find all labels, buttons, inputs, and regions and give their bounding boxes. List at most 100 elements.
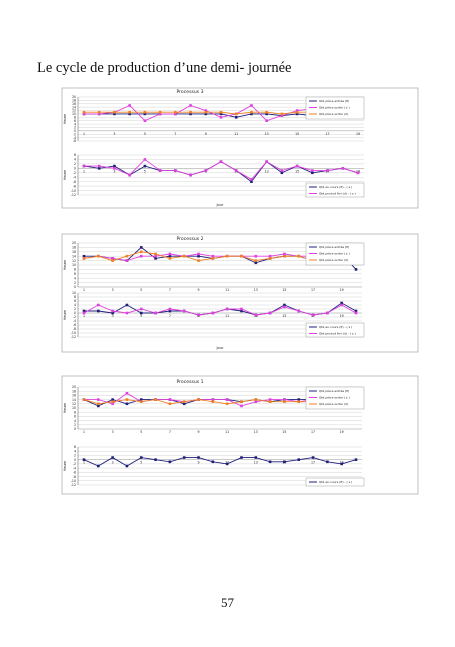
legend-label: Qté produit fini (d) - ( s ) <box>319 192 356 196</box>
data-point <box>158 169 162 172</box>
data-point <box>139 307 143 311</box>
y-tick-label: -12 <box>71 193 76 197</box>
data-point <box>280 169 284 172</box>
y-tick-label: -6 <box>73 180 76 184</box>
data-point <box>268 311 272 315</box>
x-tick-label: 19 <box>356 132 360 136</box>
data-point <box>250 112 253 116</box>
data-point <box>125 254 129 258</box>
x-tick-label: 5 <box>144 169 146 173</box>
series-1 <box>82 456 358 468</box>
x-tick-label: 5 <box>140 288 142 292</box>
data-point <box>250 104 253 107</box>
y-tick-label: 8 <box>74 268 76 272</box>
legend-label: Qté en-cours (E) - ( s ) <box>319 325 352 329</box>
data-point <box>283 305 286 309</box>
x-axis-label: Jour <box>215 203 224 207</box>
data-point <box>168 398 172 401</box>
x-tick-label: 13 <box>254 461 258 465</box>
x-tick-label: 13 <box>265 169 269 173</box>
x-tick-label: 11 <box>225 430 229 434</box>
data-point <box>113 167 116 170</box>
x-tick-label: 3 <box>112 288 114 292</box>
legend-label: Qté pièce sortie (d) <box>319 258 348 262</box>
legend-label: Qté pièce entrée (E) <box>319 99 349 103</box>
data-point <box>189 173 192 177</box>
data-point <box>204 110 208 114</box>
y-tick-label: 14 <box>72 254 76 258</box>
data-point <box>139 456 143 459</box>
x-tick-label: 3 <box>112 314 114 318</box>
data-point <box>128 104 131 107</box>
y-tick-label: -6 <box>73 471 76 475</box>
data-point <box>143 158 147 161</box>
y-tick-label: -2 <box>73 171 76 175</box>
x-tick-label: 9 <box>198 430 200 434</box>
x-tick-label: 17 <box>311 430 315 434</box>
data-point <box>82 257 86 260</box>
data-point <box>97 404 100 408</box>
y-tick-label: -2 <box>73 132 76 136</box>
data-point <box>211 311 215 315</box>
y-tick-label: 2 <box>74 126 76 130</box>
data-point <box>97 164 101 168</box>
data-point <box>189 110 192 114</box>
y-tick-label: -12 <box>71 483 76 487</box>
data-point <box>154 254 157 258</box>
data-point <box>125 311 129 315</box>
data-point <box>268 398 272 401</box>
y-axis-label: Heure <box>63 403 67 413</box>
data-point <box>197 259 200 262</box>
y-tick-label: 4 <box>74 158 76 162</box>
data-point <box>297 398 301 401</box>
y-tick-label: 2 <box>74 423 76 427</box>
data-point <box>139 246 143 249</box>
y-tick-label: -2 <box>73 315 76 319</box>
data-point <box>158 112 162 116</box>
data-point <box>219 160 223 163</box>
x-tick-label: 1 <box>83 169 85 173</box>
data-point <box>168 307 172 311</box>
legend-box <box>305 242 365 266</box>
data-point <box>354 311 358 315</box>
legend-label: Qté pièce sortie (d) <box>319 112 348 116</box>
data-point <box>254 254 258 258</box>
y-tick-label: -10 <box>71 189 76 193</box>
x-tick-label: 3 <box>113 169 115 173</box>
x-tick-label: 3 <box>112 461 114 465</box>
data-point <box>139 254 143 258</box>
data-point <box>182 309 186 313</box>
x-tick-label: 7 <box>169 430 171 434</box>
y-tick-label: 16 <box>72 250 76 254</box>
data-point <box>82 398 86 401</box>
legend-box <box>305 477 365 487</box>
data-point <box>225 307 229 311</box>
y-tick-label: -12 <box>71 335 76 339</box>
y-tick-label: 8 <box>74 410 76 414</box>
y-tick-label: 4 <box>74 122 76 126</box>
data-point <box>326 169 329 172</box>
data-point <box>225 398 229 401</box>
data-point <box>211 400 215 403</box>
data-point <box>143 112 147 116</box>
x-tick-label: 1 <box>83 288 85 292</box>
data-point <box>219 116 223 119</box>
y-tick-label: 6 <box>74 119 76 123</box>
y-tick-label: 2 <box>74 307 76 311</box>
y-tick-label: 2 <box>74 281 76 285</box>
legend-box <box>305 322 365 338</box>
x-tick-label: 1 <box>83 314 85 318</box>
y-tick-label: -8 <box>73 184 76 188</box>
y-tick-label: 4 <box>74 276 76 280</box>
data-point <box>356 171 360 175</box>
data-point <box>283 303 286 307</box>
x-tick-label: 5 <box>144 132 146 136</box>
data-point <box>143 119 147 122</box>
legend: Qté en-cours (E) - ( s ) Qté produit fini… <box>305 322 365 338</box>
data-point <box>197 398 200 401</box>
data-point <box>139 250 143 254</box>
data-point <box>197 456 200 459</box>
data-point <box>82 458 86 461</box>
y-axis-label: Heure <box>63 170 67 180</box>
